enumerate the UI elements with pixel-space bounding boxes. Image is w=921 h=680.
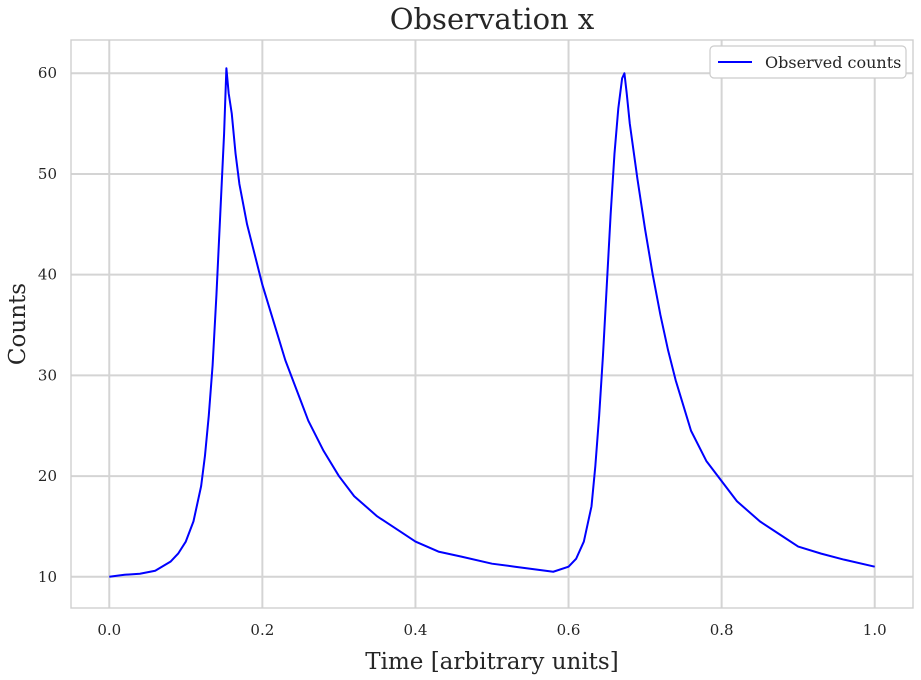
y-tick-label: 60 bbox=[38, 64, 57, 82]
legend-label: Observed counts bbox=[765, 53, 901, 72]
plot-area-frame bbox=[70, 39, 914, 609]
x-tick-label: 0.8 bbox=[710, 621, 734, 639]
series-layer bbox=[109, 67, 875, 578]
y-tick-label: 40 bbox=[38, 266, 57, 284]
tick-labels: 0.0 0.2 0.4 0.6 0.8 1.0 10 20 30 40 50 60 bbox=[38, 64, 887, 639]
series-line-observed-counts bbox=[109, 67, 875, 578]
x-tick-label: 0.2 bbox=[250, 621, 274, 639]
x-axis-label: Time [arbitrary units] bbox=[365, 649, 618, 675]
y-tick-label: 50 bbox=[38, 165, 57, 183]
x-tick-label: 0.6 bbox=[557, 621, 581, 639]
x-tick-label: 0.4 bbox=[404, 621, 428, 639]
y-tick-label: 20 bbox=[38, 467, 57, 485]
x-tick-label: 0.0 bbox=[97, 621, 121, 639]
y-tick-label: 10 bbox=[38, 568, 57, 586]
y-axis-label: Counts bbox=[5, 283, 31, 365]
chart-title: Observation x bbox=[390, 2, 595, 36]
legend-box bbox=[709, 45, 907, 79]
y-tick-label: 30 bbox=[38, 366, 57, 384]
legend: Observed counts bbox=[709, 45, 907, 79]
grid-lines bbox=[71, 40, 913, 608]
x-tick-label: 1.0 bbox=[863, 621, 887, 639]
